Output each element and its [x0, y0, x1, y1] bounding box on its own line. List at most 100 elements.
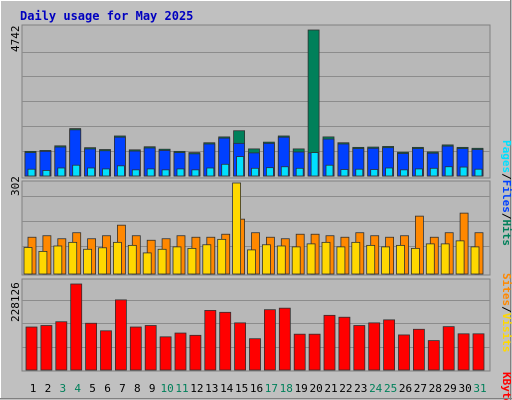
visits-bar — [410, 247, 420, 275]
visits-bar — [336, 246, 346, 275]
x-tick-label: 25 — [384, 382, 397, 395]
visits-bar — [396, 244, 405, 275]
pages-bar — [400, 169, 408, 177]
legend-sites: Sites — [500, 273, 512, 306]
kbytes-bar — [159, 336, 172, 371]
kbytes-bar — [293, 333, 306, 371]
kbytes-bar — [278, 307, 291, 371]
pages-bar — [429, 167, 438, 177]
kbytes-bar — [308, 333, 321, 371]
kbytes-bar — [383, 319, 396, 371]
x-tick-label: 2 — [45, 382, 52, 395]
kbytes-bar — [338, 316, 351, 371]
pages-bar — [459, 166, 468, 177]
visits-bar — [321, 241, 331, 275]
x-tick-label: 27 — [414, 382, 427, 395]
pages-bar — [87, 167, 95, 177]
kbytes-bar — [457, 333, 470, 371]
pages-bar — [340, 169, 349, 177]
visits-bar — [217, 238, 227, 275]
legend-sep: / — [500, 173, 512, 180]
x-tick-label: 5 — [89, 382, 96, 395]
legend-visits: Visits — [500, 313, 512, 353]
kbytes-bar — [263, 309, 276, 371]
visits-bar — [157, 248, 167, 275]
visits-bar — [202, 244, 212, 275]
x-tick-label: 18 — [280, 382, 293, 395]
visits-bar — [351, 241, 361, 275]
x-tick-label: 8 — [134, 382, 141, 395]
visits-bar — [38, 251, 48, 275]
visits-bar — [23, 247, 33, 275]
x-tick-label: 31 — [473, 382, 486, 395]
visits-bar — [440, 243, 450, 275]
x-tick-label: 16 — [250, 382, 263, 395]
kbytes-bar — [442, 326, 455, 371]
pages-bar — [161, 169, 170, 177]
legend-hits: Hits — [500, 220, 512, 247]
x-tick-label: 22 — [339, 382, 352, 395]
kbytes-bar — [40, 325, 53, 371]
pages-bar — [102, 168, 110, 177]
x-tick-label: 12 — [190, 382, 203, 395]
visits-bar — [470, 246, 480, 275]
kbytes-bar — [55, 321, 68, 371]
chart-marks: 1 2 3 4 5 6 7 8 9 10 11 12 13 14 15 16 17 18 19 20 21 22 23 24 2… — [22, 29, 490, 395]
legend-sep: / — [500, 213, 512, 220]
kbytes-bar — [249, 338, 261, 371]
visits-bar — [187, 247, 197, 275]
kbytes-bar — [144, 325, 157, 371]
x-tick-label: 4 — [74, 382, 81, 395]
x-tick-label: 13 — [205, 382, 218, 395]
pages-bar — [236, 156, 245, 177]
pages-bar — [251, 167, 259, 177]
y-max-label-kbytes: 228126 — [9, 282, 22, 322]
visits-bar — [53, 245, 63, 275]
pages-bar — [176, 168, 185, 177]
x-tick-label: 29 — [444, 382, 457, 395]
kbytes-bar — [412, 328, 425, 371]
y-max-label-hits: 4742 — [9, 26, 22, 53]
x-tick-label: 23 — [354, 382, 367, 395]
x-tick-label: 9 — [149, 382, 156, 395]
visits-bar — [306, 243, 316, 275]
kbytes-bar — [25, 326, 38, 371]
pages-bar — [146, 168, 155, 177]
x-tick-label: 19 — [295, 382, 308, 395]
visits-bar — [276, 245, 286, 275]
visits-bar — [261, 244, 271, 275]
kbytes-bar — [70, 283, 83, 371]
visits-bar — [381, 246, 391, 275]
x-tick-label: 10 — [160, 382, 173, 395]
x-tick-label: 11 — [175, 382, 188, 395]
y-max-label-visits: 302 — [9, 176, 22, 196]
pages-bar — [117, 165, 125, 177]
pages-bar — [57, 167, 66, 177]
x-tick-label: 6 — [104, 382, 111, 395]
pages-bar — [27, 168, 36, 177]
x-tick-label: 7 — [119, 382, 126, 395]
x-tick-label: 17 — [265, 382, 278, 395]
x-tick-label: 1 — [30, 382, 37, 395]
pages-bar — [414, 168, 423, 177]
pages-bar — [310, 152, 319, 177]
pages-bar — [280, 166, 289, 177]
x-tick-label: 15 — [235, 382, 248, 395]
pages-bar — [385, 167, 394, 177]
visits-bar — [127, 244, 137, 275]
visits-bar — [455, 240, 465, 275]
pages-bar — [221, 163, 230, 177]
x-tick-label: 20 — [309, 382, 322, 395]
kbytes-bar — [398, 334, 410, 371]
kbytes-bar — [115, 299, 127, 371]
chart-title: Daily usage for May 2025 — [20, 9, 193, 23]
visits-bar — [291, 246, 301, 275]
pages-bar — [474, 168, 483, 177]
pages-bar — [72, 164, 81, 177]
pages-bar — [265, 167, 274, 177]
pages-bar — [370, 169, 379, 177]
visits-bar — [172, 246, 182, 275]
kbytes-bar — [85, 322, 97, 371]
visits-bar — [366, 244, 376, 275]
